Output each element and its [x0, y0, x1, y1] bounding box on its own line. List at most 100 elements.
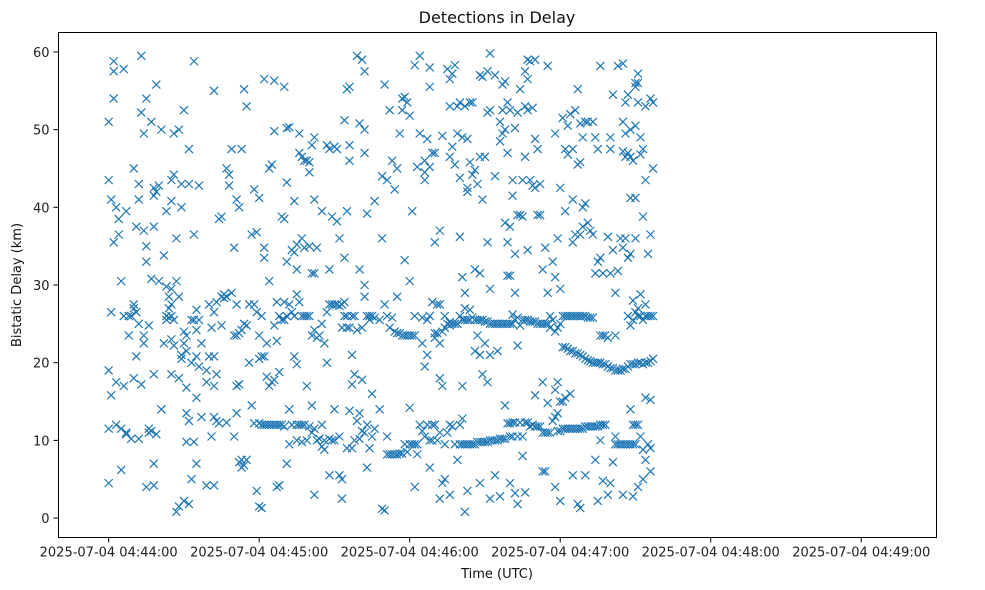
data-point	[390, 327, 400, 337]
data-point	[613, 266, 623, 276]
data-point	[473, 331, 482, 340]
data-point	[548, 315, 558, 325]
data-point	[450, 160, 460, 170]
data-point	[405, 276, 415, 286]
data-point	[342, 206, 352, 216]
data-point	[302, 156, 312, 166]
data-point	[189, 56, 199, 66]
data-point	[598, 359, 608, 369]
data-point	[535, 179, 545, 189]
data-point	[264, 381, 274, 391]
data-point	[149, 183, 159, 193]
data-point	[304, 421, 314, 431]
data-point	[387, 313, 397, 323]
data-point	[435, 338, 445, 348]
data-point	[425, 311, 435, 321]
data-point	[593, 358, 603, 368]
data-point	[631, 439, 640, 449]
data-point	[159, 251, 169, 260]
data-point	[435, 494, 445, 504]
x-tick-label: 2025-07-04 04:45:00	[190, 546, 328, 561]
data-point	[202, 481, 211, 490]
data-point	[553, 377, 563, 387]
data-point	[508, 191, 517, 201]
data-point	[166, 175, 176, 185]
data-point	[621, 129, 630, 138]
data-point	[533, 421, 543, 431]
data-point	[412, 449, 422, 459]
data-point	[340, 253, 349, 263]
data-point	[282, 123, 292, 133]
data-point	[435, 299, 445, 309]
data-point	[513, 341, 522, 351]
data-point	[505, 105, 515, 115]
data-point	[284, 299, 294, 309]
data-point	[174, 292, 184, 302]
data-point	[626, 404, 635, 414]
data-point	[182, 383, 191, 392]
data-point	[309, 132, 319, 142]
data-point	[528, 103, 538, 113]
data-point	[628, 156, 638, 166]
data-point	[573, 84, 583, 94]
data-point	[422, 315, 432, 325]
data-point	[498, 129, 507, 138]
data-point	[593, 496, 603, 506]
data-point	[367, 432, 377, 441]
data-point	[131, 222, 141, 232]
data-point	[518, 432, 528, 441]
data-point	[244, 358, 254, 368]
data-point	[214, 418, 224, 428]
data-point	[613, 61, 623, 71]
data-point	[410, 439, 420, 449]
data-point	[631, 121, 640, 131]
data-point	[382, 175, 392, 185]
data-point	[252, 227, 262, 237]
data-point	[304, 157, 314, 167]
data-point	[116, 276, 126, 286]
x-tick-label: 2025-07-04 04:48:00	[642, 546, 780, 561]
data-point	[465, 157, 475, 167]
data-point	[330, 404, 339, 414]
data-point	[475, 315, 485, 325]
data-point	[146, 117, 156, 127]
data-point	[184, 144, 194, 154]
data-point	[447, 142, 457, 152]
data-point	[400, 255, 410, 265]
data-point	[377, 171, 387, 181]
data-point	[156, 404, 166, 414]
data-point	[322, 358, 332, 368]
data-point	[530, 134, 540, 144]
data-point	[495, 136, 505, 146]
data-point	[259, 253, 269, 263]
data-point	[204, 299, 214, 309]
data-point	[485, 350, 495, 360]
data-point	[360, 292, 369, 302]
data-point	[550, 482, 560, 492]
data-point	[347, 443, 357, 453]
data-point	[422, 350, 432, 360]
data-point	[166, 284, 176, 294]
data-point	[362, 420, 372, 430]
data-point	[613, 366, 623, 375]
data-point	[445, 74, 455, 84]
data-point	[520, 101, 530, 111]
data-point	[365, 315, 374, 325]
data-point	[520, 66, 530, 76]
data-point	[480, 437, 490, 447]
data-point	[299, 420, 309, 430]
data-point	[249, 299, 259, 309]
data-point	[274, 367, 284, 377]
data-point	[432, 328, 442, 338]
data-point	[503, 271, 512, 281]
data-point	[540, 467, 550, 476]
data-point	[289, 196, 299, 206]
data-point	[440, 439, 450, 449]
y-tick-label: 50	[33, 124, 50, 139]
data-point	[523, 315, 533, 325]
data-point	[430, 148, 440, 158]
data-point	[503, 237, 512, 247]
data-point	[540, 243, 550, 253]
data-point	[304, 167, 314, 177]
data-point	[392, 292, 402, 302]
